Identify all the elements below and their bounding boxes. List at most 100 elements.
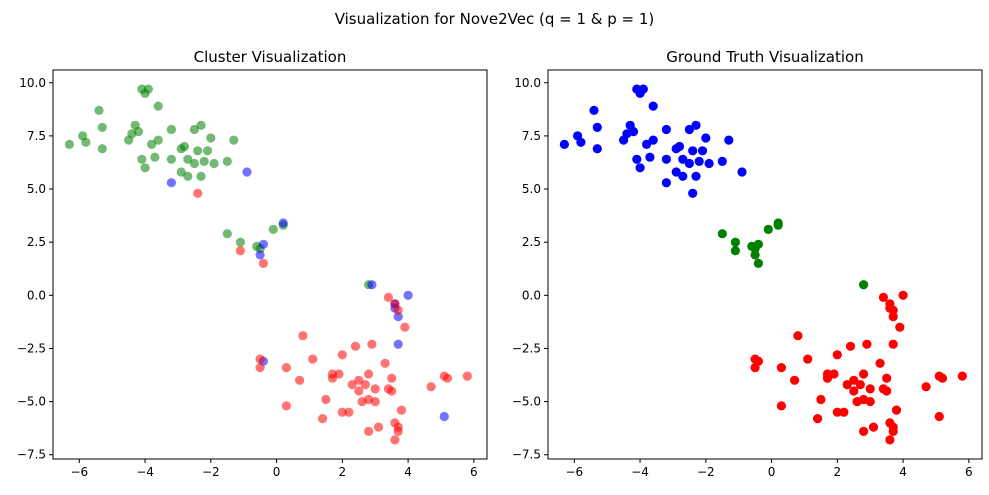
point-red <box>842 380 852 390</box>
point-red <box>364 369 374 379</box>
point-red <box>370 384 380 394</box>
point-green <box>763 224 773 234</box>
y-tick-label: −5.0 <box>17 395 46 409</box>
point-red <box>347 380 357 390</box>
y-tick-label: 5.0 <box>27 182 46 196</box>
point-green <box>143 84 153 94</box>
point-red <box>281 363 291 373</box>
point-red <box>845 341 856 351</box>
point-red <box>862 339 872 349</box>
point-red <box>360 380 370 390</box>
point-green <box>196 120 206 130</box>
point-blue <box>648 101 658 111</box>
y-tick-label: 0.0 <box>522 288 541 302</box>
point-red <box>888 312 898 322</box>
point-blue <box>661 154 672 164</box>
point-red <box>957 371 967 381</box>
y-tick-label: 2.5 <box>27 235 46 249</box>
point-red <box>822 373 833 383</box>
point-red <box>832 407 842 417</box>
point-green <box>183 171 193 181</box>
point-red <box>882 373 892 383</box>
point-green <box>753 239 764 249</box>
point-green <box>133 127 144 137</box>
point-green <box>140 163 150 173</box>
point-red <box>396 405 407 415</box>
point-red <box>235 246 245 256</box>
point-green <box>202 146 213 156</box>
point-green <box>150 152 160 162</box>
point-blue <box>684 124 695 135</box>
y-tick-label: −7.5 <box>512 448 541 462</box>
point-red <box>364 426 374 436</box>
x-tick-label: −6 <box>70 465 88 479</box>
x-tick-label: 4 <box>899 465 907 479</box>
point-green <box>64 139 74 149</box>
ground-truth-plot: Ground Truth Visualization −6 −4 −2 0 2 4 6 −7.5… <box>512 48 983 479</box>
point-red <box>849 375 859 385</box>
point-red <box>898 290 908 300</box>
point-blue <box>576 137 586 147</box>
axes-frame <box>52 69 488 460</box>
point-blue <box>648 135 658 145</box>
point-blue <box>697 146 708 156</box>
point-red <box>193 188 203 198</box>
y-tick-label: 10.0 <box>514 76 541 90</box>
point-blue <box>717 156 727 166</box>
point-red <box>776 401 787 411</box>
point-green <box>717 229 727 239</box>
point-blue <box>367 280 377 290</box>
point-blue <box>439 411 449 422</box>
point-blue <box>688 146 698 156</box>
point-green <box>147 139 157 149</box>
point-red <box>849 386 859 396</box>
x-tick-label: −2 <box>202 465 220 479</box>
point-blue <box>674 141 685 152</box>
point-green <box>859 280 869 290</box>
point-blue <box>258 239 268 249</box>
y-tick-label: 5.0 <box>522 182 541 196</box>
point-red <box>387 386 397 396</box>
point-red <box>859 426 869 436</box>
point-blue <box>645 152 655 162</box>
point-blue <box>688 188 698 198</box>
point-green <box>268 224 278 234</box>
point-red <box>921 382 931 392</box>
point-red <box>337 350 347 360</box>
point-red <box>865 397 875 407</box>
point-red <box>878 292 889 302</box>
point-red <box>895 322 905 332</box>
point-red <box>868 422 879 432</box>
point-red <box>337 407 347 417</box>
point-blue <box>393 339 403 349</box>
point-green <box>176 167 186 177</box>
x-tick-label: 0 <box>273 465 281 479</box>
point-red <box>318 414 328 424</box>
point-blue <box>678 154 688 164</box>
point-red <box>793 331 803 341</box>
point-blue <box>403 290 413 300</box>
point-red <box>370 397 380 407</box>
y-tick-label: −2.5 <box>17 341 46 355</box>
point-blue <box>661 124 672 135</box>
y-tick-label: −5.0 <box>512 395 541 409</box>
point-red <box>308 354 318 364</box>
axes-frame <box>547 69 983 460</box>
point-blue <box>628 127 639 137</box>
point-red <box>390 435 400 445</box>
point-red <box>888 305 898 315</box>
point-red <box>350 341 361 351</box>
point-red <box>888 426 898 436</box>
x-tick-label: 4 <box>404 465 412 479</box>
point-red <box>334 369 344 379</box>
point-green <box>97 122 107 132</box>
scatter-points <box>559 84 967 445</box>
x-tick-label: −6 <box>565 465 583 479</box>
point-green <box>193 146 203 156</box>
point-green <box>97 144 107 154</box>
point-green <box>750 250 760 260</box>
point-red <box>839 407 849 417</box>
point-red <box>885 435 895 445</box>
point-green <box>730 246 741 256</box>
